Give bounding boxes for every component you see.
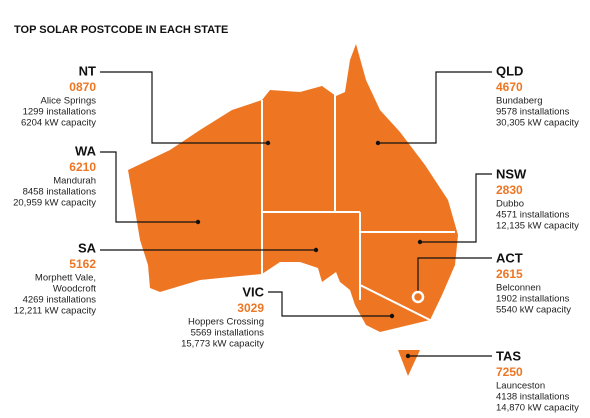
state-detail: 12,135 kW capacity bbox=[496, 221, 579, 232]
state-detail: 9578 installations bbox=[496, 107, 570, 118]
state-detail: Launceston bbox=[496, 381, 545, 392]
leader-dots bbox=[195, 140, 423, 359]
postcode: 4670 bbox=[496, 80, 523, 94]
state-detail: 12,211 kW capacity bbox=[14, 306, 96, 317]
leader-line bbox=[268, 291, 392, 317]
state-code: ACT bbox=[496, 250, 523, 265]
state-detail: Bundaberg bbox=[496, 96, 542, 107]
act-marker bbox=[411, 290, 425, 304]
title: TOP SOLAR POSTCODE IN EACH STATE bbox=[14, 24, 228, 36]
postcode: 2830 bbox=[496, 183, 523, 197]
state-detail: 5569 installations bbox=[191, 328, 265, 339]
state-detail: Belconnen bbox=[496, 283, 541, 294]
state-detail: 6204 kW capacity bbox=[21, 118, 96, 129]
state-detail: 1299 installations bbox=[23, 107, 97, 118]
leader-line bbox=[378, 71, 492, 144]
leader-line bbox=[100, 151, 198, 223]
state-detail: 4269 installations bbox=[23, 295, 97, 306]
state-detail: Morphett Vale, bbox=[35, 273, 96, 284]
state-detail: 14,870 kW capacity bbox=[496, 403, 579, 414]
state-code: SA bbox=[78, 240, 97, 255]
leaders bbox=[100, 71, 492, 359]
state-detail: 5540 kW capacity bbox=[496, 305, 571, 316]
state-borders bbox=[261, 94, 455, 321]
australia-mainland bbox=[128, 44, 458, 332]
state-detail: 1902 installations bbox=[496, 294, 570, 305]
state-detail: Alice Springs bbox=[41, 96, 97, 107]
state-detail: 15,773 kW capacity bbox=[181, 339, 264, 350]
state-detail: 4138 installations bbox=[496, 392, 570, 403]
leader-line bbox=[417, 257, 492, 292]
leader-line bbox=[420, 173, 492, 243]
map bbox=[128, 44, 458, 376]
state-detail: 4571 installations bbox=[496, 210, 570, 221]
leader-line bbox=[100, 71, 268, 144]
state-code: NT bbox=[79, 63, 96, 78]
postcode: 3029 bbox=[237, 301, 264, 315]
state-detail: Dubbo bbox=[496, 199, 524, 210]
postcode: 7250 bbox=[496, 365, 523, 379]
state-code: TAS bbox=[496, 348, 521, 363]
state-code: QLD bbox=[496, 63, 523, 78]
tasmania bbox=[398, 350, 420, 376]
state-detail: 30,305 kW capacity bbox=[496, 118, 579, 129]
state-detail: Mandurah bbox=[53, 176, 96, 187]
state-code: WA bbox=[75, 143, 97, 158]
postcode: 6210 bbox=[69, 160, 96, 174]
state-code: VIC bbox=[242, 284, 264, 299]
postcode: 2615 bbox=[496, 267, 523, 281]
postcode: 5162 bbox=[69, 257, 96, 271]
state-detail: 8458 installations bbox=[23, 187, 97, 198]
state-detail: Woodcroft bbox=[53, 284, 96, 295]
state-detail: 20,959 kW capacity bbox=[13, 198, 96, 209]
state-code: NSW bbox=[496, 166, 527, 181]
postcode: 0870 bbox=[69, 80, 96, 94]
state-detail: Hoppers Crossing bbox=[188, 317, 264, 328]
